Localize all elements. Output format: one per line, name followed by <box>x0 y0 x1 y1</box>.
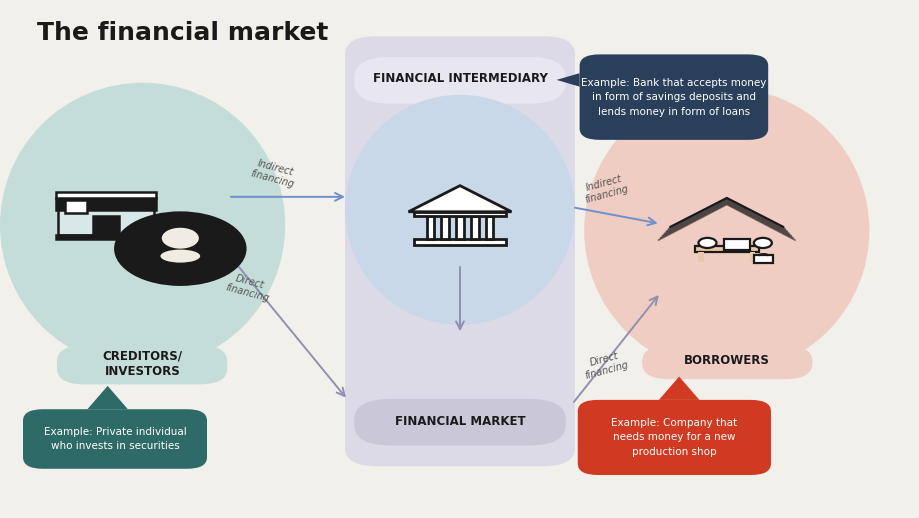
Text: BORROWERS: BORROWERS <box>683 353 769 367</box>
FancyBboxPatch shape <box>57 346 227 384</box>
Bar <box>471 216 478 239</box>
Bar <box>441 216 448 239</box>
Circle shape <box>114 211 246 286</box>
FancyBboxPatch shape <box>641 346 811 379</box>
Polygon shape <box>658 377 698 400</box>
Bar <box>723 239 749 250</box>
Circle shape <box>753 238 771 248</box>
FancyBboxPatch shape <box>354 57 565 104</box>
FancyBboxPatch shape <box>55 198 156 210</box>
Text: Indirect
financing: Indirect financing <box>580 173 630 205</box>
Circle shape <box>698 238 716 248</box>
Bar <box>749 252 754 262</box>
Text: Direct
financing: Direct financing <box>580 349 630 381</box>
Bar <box>58 198 153 235</box>
Ellipse shape <box>584 88 868 373</box>
Polygon shape <box>556 73 579 87</box>
Ellipse shape <box>160 250 200 263</box>
Bar <box>694 246 758 252</box>
Bar <box>485 216 493 239</box>
Bar <box>753 254 772 263</box>
Polygon shape <box>87 386 128 409</box>
Bar <box>93 216 119 235</box>
Text: FINANCIAL MARKET: FINANCIAL MARKET <box>394 414 525 428</box>
Text: Direct
financing: Direct financing <box>223 271 273 304</box>
FancyBboxPatch shape <box>579 54 767 140</box>
FancyBboxPatch shape <box>414 212 505 216</box>
Text: Indirect
financing: Indirect financing <box>249 157 299 190</box>
Text: CREDITORS/
INVESTORS: CREDITORS/ INVESTORS <box>103 350 182 378</box>
Text: Example: Private individual
who invests in securities: Example: Private individual who invests … <box>43 427 187 451</box>
Text: Example: Company that
needs money for a new
production shop: Example: Company that needs money for a … <box>610 418 737 457</box>
Bar <box>426 216 434 239</box>
Bar <box>698 252 703 262</box>
Ellipse shape <box>0 83 285 368</box>
Text: FINANCIAL INTERMEDIARY: FINANCIAL INTERMEDIARY <box>372 72 547 85</box>
Polygon shape <box>55 235 156 239</box>
Bar <box>65 199 86 213</box>
FancyBboxPatch shape <box>414 239 505 245</box>
FancyBboxPatch shape <box>55 192 156 198</box>
FancyBboxPatch shape <box>354 399 565 445</box>
Ellipse shape <box>345 95 574 325</box>
Circle shape <box>162 228 199 249</box>
Bar <box>456 216 463 239</box>
FancyBboxPatch shape <box>577 400 770 475</box>
Polygon shape <box>408 185 511 212</box>
Text: Example: Bank that accepts money
in form of savings deposits and
lends money in : Example: Bank that accepts money in form… <box>581 78 766 117</box>
Text: The financial market: The financial market <box>37 21 328 45</box>
FancyBboxPatch shape <box>345 36 574 466</box>
FancyBboxPatch shape <box>23 409 207 469</box>
